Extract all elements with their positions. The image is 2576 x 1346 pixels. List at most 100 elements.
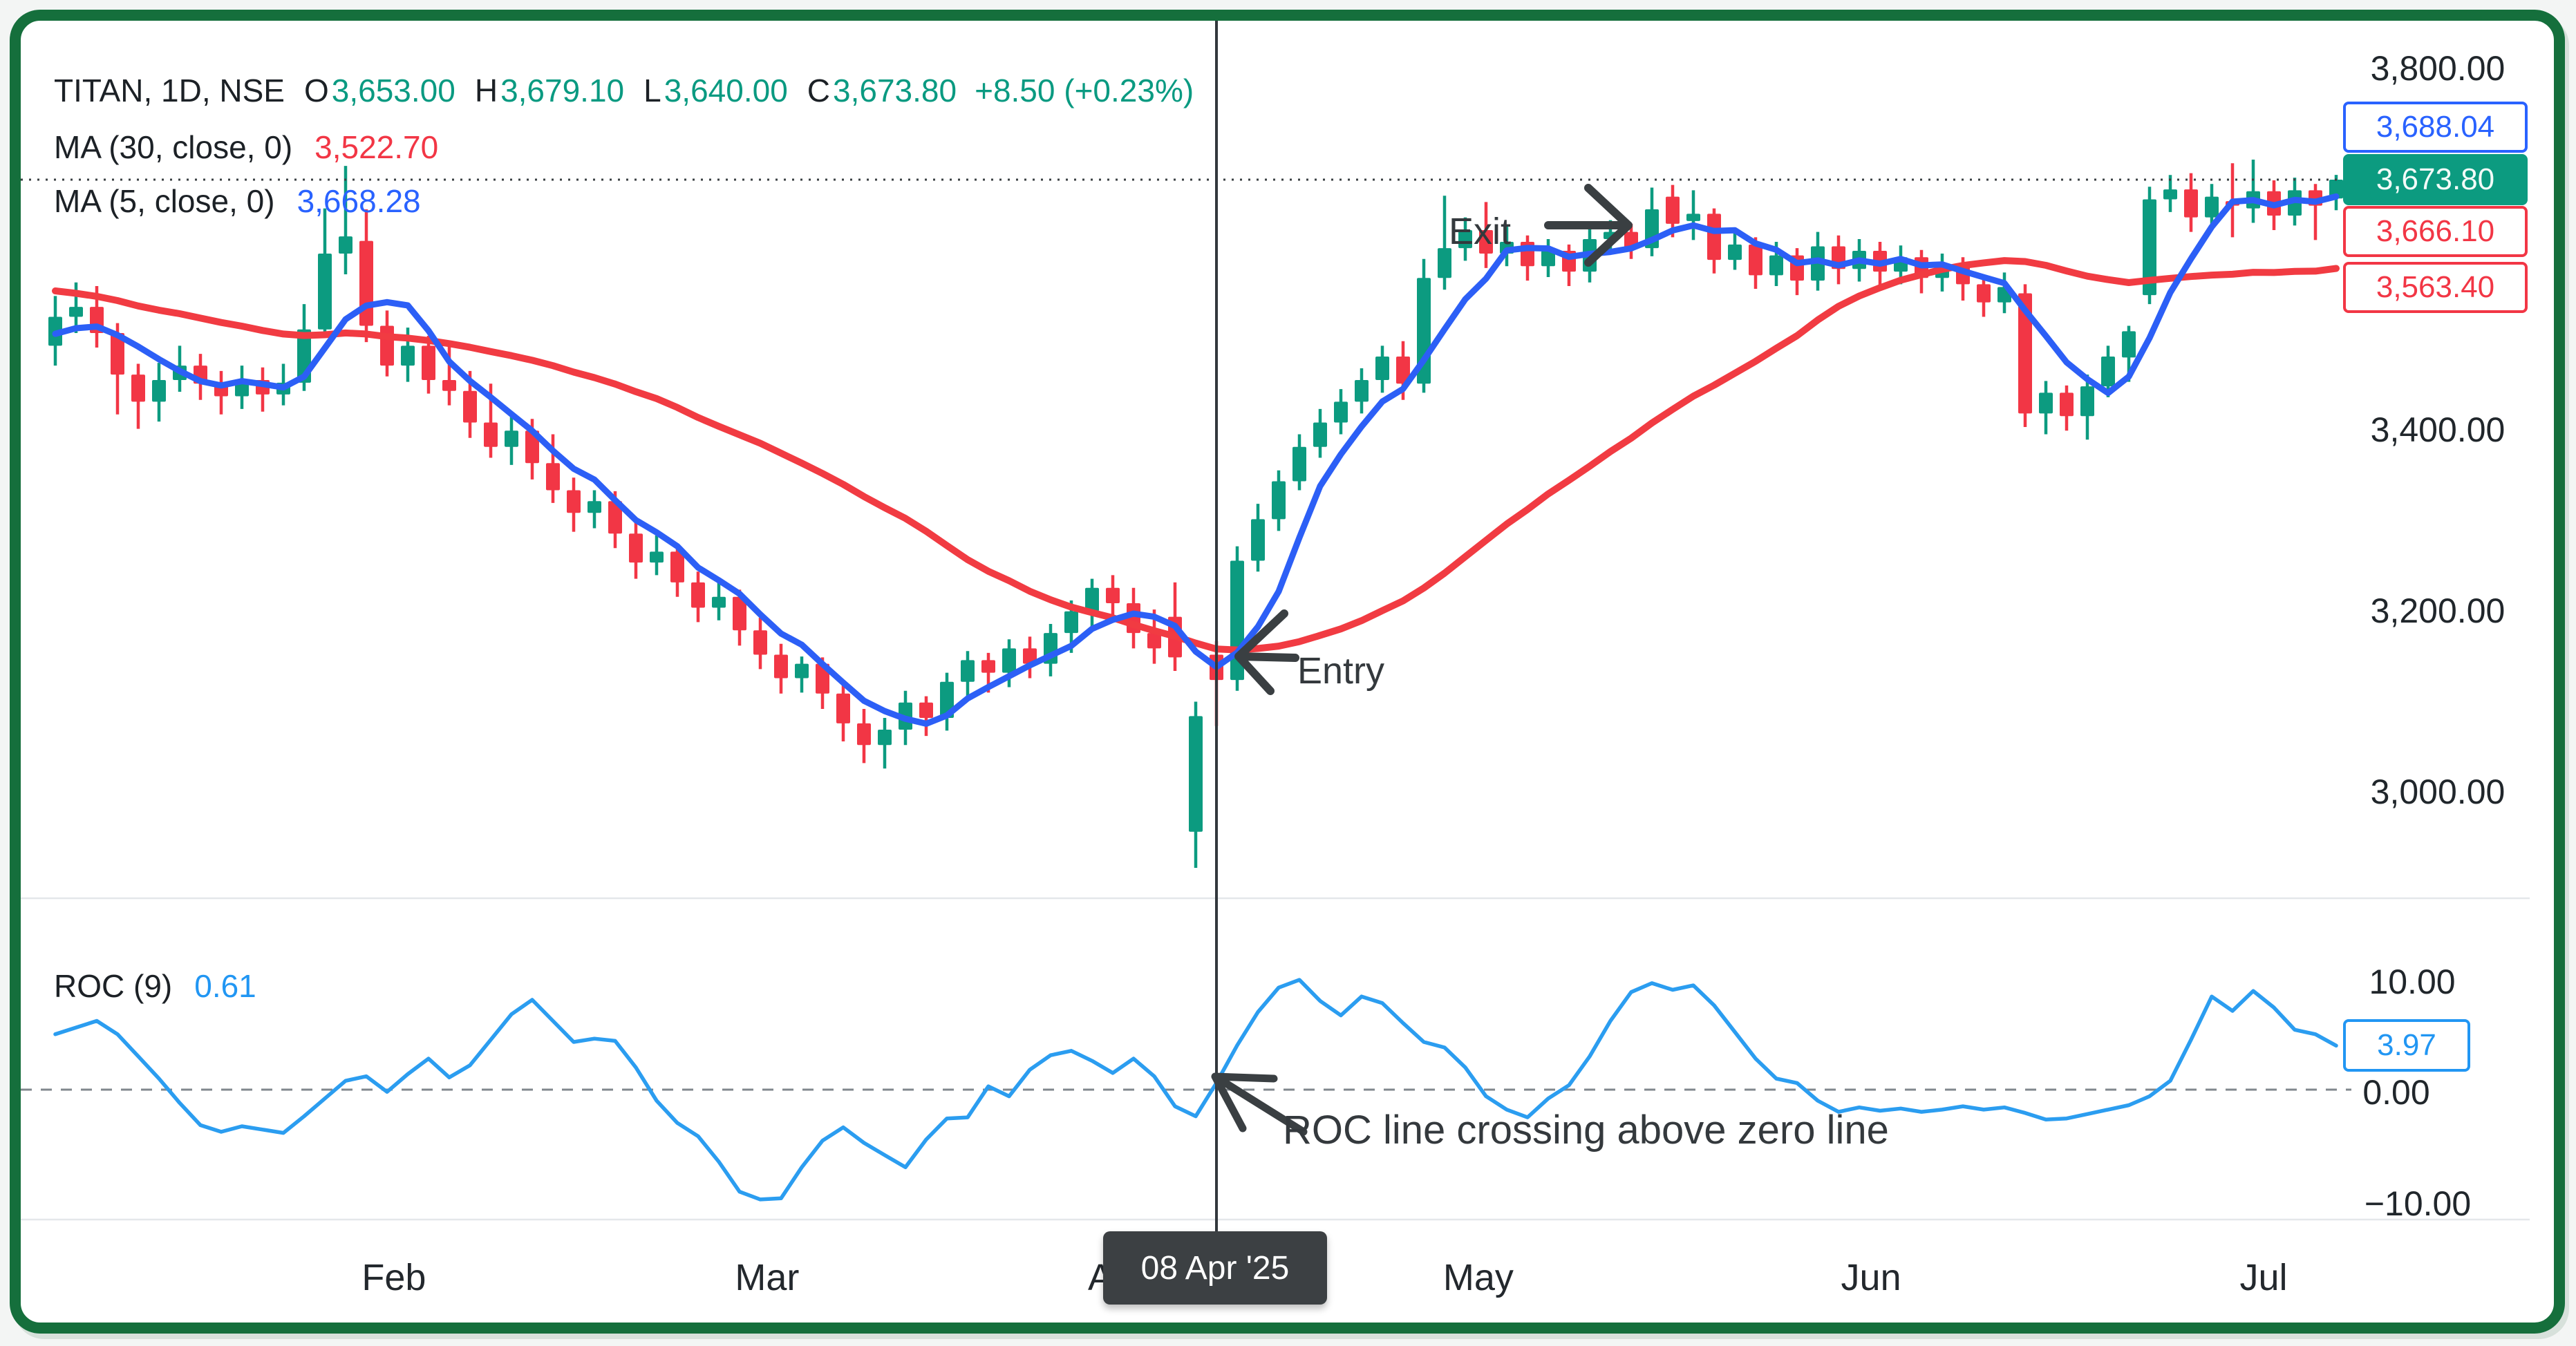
candle-body[interactable] <box>1064 611 1078 634</box>
candle-body[interactable] <box>359 240 373 326</box>
candle-body[interactable] <box>670 551 684 582</box>
candle-body[interactable] <box>1707 214 1721 260</box>
candle-body[interactable] <box>753 630 767 655</box>
roc-label: ROC (9) <box>54 968 173 1004</box>
candle-body[interactable] <box>1272 481 1286 520</box>
ohlc-low: L 3,640.00 <box>643 73 788 108</box>
entry-annotation-text: Entry <box>1297 650 1385 692</box>
candle-body[interactable] <box>1334 401 1348 423</box>
candle-body[interactable] <box>712 596 726 608</box>
candle-body[interactable] <box>2205 196 2219 218</box>
candle-body[interactable] <box>2184 189 2198 218</box>
last-price-box: 3,673.80 <box>2343 154 2528 205</box>
entry-arrow-icon <box>1234 609 1299 695</box>
price-tick-3000: 3,000.00 <box>2370 772 2506 811</box>
candle-body[interactable] <box>69 307 83 317</box>
candle-body[interactable] <box>1438 248 1451 278</box>
candle-body[interactable] <box>1106 587 1120 603</box>
candle-body[interactable] <box>442 380 456 391</box>
candle-body[interactable] <box>152 380 166 402</box>
roc-layer[interactable] <box>53 978 2338 1202</box>
candle-body[interactable] <box>608 501 622 534</box>
candle-body[interactable] <box>505 430 518 447</box>
candle-body[interactable] <box>2163 189 2177 200</box>
month-label-feb: Feb <box>361 1257 426 1298</box>
candle-body[interactable] <box>1666 196 1680 224</box>
candle-body[interactable] <box>857 723 871 746</box>
candle-body[interactable] <box>2101 357 2115 387</box>
candle-body[interactable] <box>463 390 477 423</box>
candle-body[interactable] <box>401 345 415 366</box>
candle-body[interactable] <box>1977 284 1991 303</box>
month-label-jun: Jun <box>1841 1257 1901 1298</box>
price-tick-3800: 3,800.00 <box>2370 49 2506 88</box>
exit-annotation-text: Exit <box>1449 211 1512 252</box>
candle-body[interactable] <box>2122 331 2136 358</box>
candle-body[interactable] <box>2060 392 2074 417</box>
candle-body[interactable] <box>318 253 332 330</box>
ma30-legend-row[interactable]: MA (30, close, 0) 3,522.70 <box>54 129 438 166</box>
crosshair-date-tooltip: 08 Apr '25 <box>1103 1231 1327 1305</box>
candle-body[interactable] <box>878 730 892 746</box>
candle-body[interactable] <box>1147 633 1161 649</box>
candle-body[interactable] <box>2080 386 2094 417</box>
candle-body[interactable] <box>1292 446 1306 482</box>
candle-body[interactable] <box>1749 244 1762 276</box>
candle-body[interactable] <box>484 422 498 447</box>
candle-body[interactable] <box>1355 380 1369 402</box>
candle-body[interactable] <box>546 463 560 491</box>
candle-body[interactable] <box>1023 648 1037 664</box>
candles-layer[interactable] <box>48 159 2343 869</box>
candle-body[interactable] <box>1686 214 1700 221</box>
symbol-legend-row[interactable]: TITAN, 1D, NSE O 3,653.00 H 3,679.10 L 3… <box>54 72 1194 109</box>
candle-body[interactable] <box>2143 199 2156 296</box>
candle-body[interactable] <box>1313 422 1327 447</box>
candle-body[interactable] <box>1541 251 1555 267</box>
candle-body[interactable] <box>774 654 788 679</box>
ma30-value: 3,522.70 <box>314 129 439 165</box>
roc-tick-10: 10.00 <box>2369 963 2456 1001</box>
candle-body[interactable] <box>961 660 975 682</box>
ma30-label: MA (30, close, 0) <box>54 129 293 165</box>
candle-body[interactable] <box>795 663 809 679</box>
candle-body[interactable] <box>1002 648 1016 673</box>
month-label-mar: Mar <box>735 1257 800 1298</box>
candle-body[interactable] <box>691 582 705 608</box>
candle-body[interactable] <box>981 660 995 673</box>
candle-body[interactable] <box>629 533 643 563</box>
candle-body[interactable] <box>1728 244 1742 260</box>
candle-body[interactable] <box>2329 180 2343 199</box>
ma5-price-box: 3,688.04 <box>2343 102 2528 153</box>
candle-body[interactable] <box>1396 357 1410 384</box>
exit-arrow-icon <box>1544 184 1633 267</box>
chart-frame-border <box>10 10 2565 1334</box>
roc-line <box>53 978 2338 1202</box>
ma5-legend-row[interactable]: MA (5, close, 0) 3,668.28 <box>54 182 421 220</box>
candle-body[interactable] <box>733 596 746 631</box>
candle-body[interactable] <box>567 490 581 513</box>
candle-body[interactable] <box>836 693 850 723</box>
candle-body[interactable] <box>2018 293 2032 414</box>
roc-legend-row[interactable]: ROC (9) 0.61 <box>54 967 256 1005</box>
candle-body[interactable] <box>587 501 601 513</box>
candle-body[interactable] <box>1251 519 1265 561</box>
candle-body[interactable] <box>2039 392 2053 414</box>
candle-body[interactable] <box>339 236 352 254</box>
candle-body[interactable] <box>1189 716 1203 832</box>
candle-body[interactable] <box>919 702 933 719</box>
candle-body[interactable] <box>1085 587 1099 612</box>
candle-body[interactable] <box>1375 357 1389 381</box>
candle-body[interactable] <box>650 551 664 563</box>
candle-body[interactable] <box>380 325 394 366</box>
ma5-label: MA (5, close, 0) <box>54 183 275 219</box>
candle-body[interactable] <box>1458 229 1472 249</box>
candle-body[interactable] <box>111 333 124 375</box>
candle-body[interactable] <box>422 345 435 381</box>
ma30-line <box>52 257 2340 654</box>
candle-body[interactable] <box>525 430 539 464</box>
candle-body[interactable] <box>131 375 145 402</box>
candle-body[interactable] <box>1769 255 1783 276</box>
candle-body[interactable] <box>1479 229 1493 254</box>
ohlc-close: C 3,673.80 <box>807 73 957 108</box>
